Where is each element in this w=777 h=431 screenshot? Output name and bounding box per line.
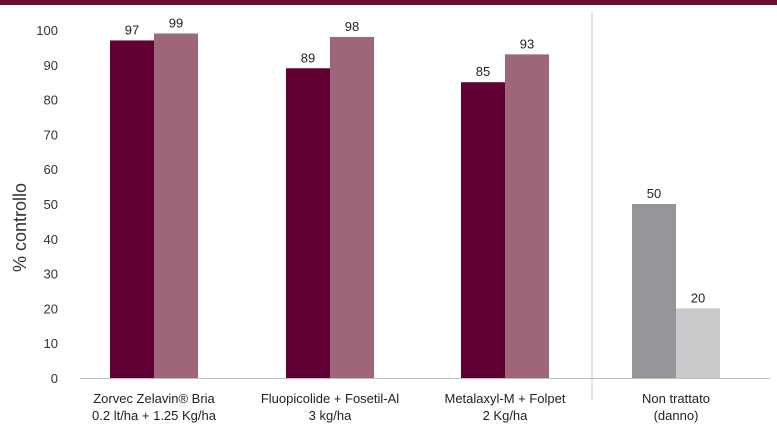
- y-tick-label: 100: [36, 23, 58, 38]
- bar-value-label: 20: [691, 290, 705, 305]
- x-tick-label: Non trattato: [642, 391, 710, 406]
- bar: [330, 36, 374, 379]
- x-tick-label: Fluopicolide + Fosetil-Al: [261, 391, 399, 406]
- y-tick-label: 40: [44, 232, 58, 247]
- bar: [286, 68, 330, 378]
- y-tick-label: 70: [44, 127, 58, 142]
- bar: [110, 40, 154, 378]
- x-tick-label: Metalaxyl-M + Folpet: [444, 391, 565, 406]
- y-tick-label: 50: [44, 197, 58, 212]
- x-tick-sublabel: 3 kg/ha: [309, 408, 352, 423]
- bar: [154, 33, 198, 378]
- x-tick-label: Zorvec Zelavin® Bria: [93, 391, 215, 406]
- bar-value-label: 97: [125, 22, 139, 37]
- y-tick-label: 90: [44, 58, 58, 73]
- header-accent-bar: [0, 0, 777, 5]
- bar: [676, 308, 720, 378]
- y-tick-label: 10: [44, 336, 58, 351]
- y-tick-label: 20: [44, 301, 58, 316]
- bar-value-label: 85: [476, 64, 490, 79]
- bar: [632, 204, 676, 378]
- y-tick-label: 30: [44, 267, 58, 282]
- bar: [461, 82, 505, 378]
- y-tick-label: 60: [44, 162, 58, 177]
- bar-value-label: 93: [520, 36, 534, 51]
- y-tick-label: 0: [51, 371, 58, 386]
- bar-value-label: 50: [647, 186, 661, 201]
- x-tick-sublabel: 0.2 lt/ha + 1.25 Kg/ha: [92, 408, 217, 423]
- y-tick-label: 80: [44, 93, 58, 108]
- x-tick-sublabel: 2 Kg/ha: [483, 408, 529, 423]
- bar-value-label: 99: [169, 15, 183, 30]
- x-tick-sublabel: (danno): [654, 408, 699, 423]
- bar: [505, 54, 549, 379]
- bar-value-label: 89: [301, 50, 315, 65]
- bar-value-label: 98: [345, 19, 359, 34]
